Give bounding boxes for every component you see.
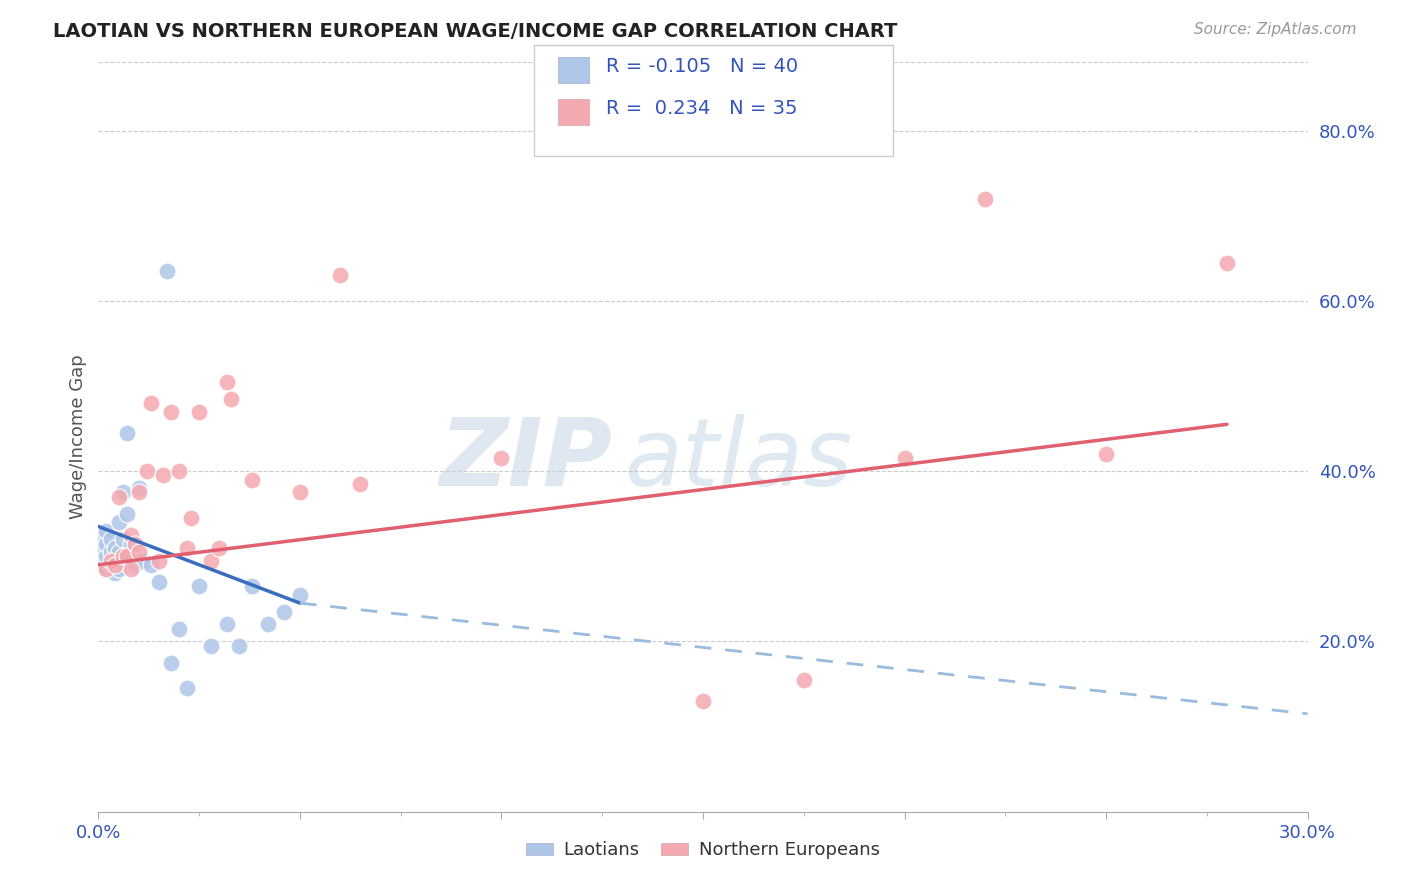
Point [103, 566, 125, 581]
Point [120, 528, 142, 542]
Point [273, 605, 295, 619]
Point [167, 622, 190, 636]
Point [96, 524, 118, 538]
Y-axis label: Wage/Income Gap: Wage/Income Gap [69, 355, 87, 519]
Point [96, 536, 118, 550]
Point [288, 588, 311, 602]
Point [128, 545, 150, 559]
Text: R =  0.234   N = 35: R = 0.234 N = 35 [606, 99, 797, 119]
Point [124, 536, 146, 550]
Point [349, 476, 371, 491]
Point [107, 553, 129, 567]
Point [103, 541, 125, 555]
Point [96, 562, 118, 576]
Point [240, 473, 263, 487]
Point [200, 553, 222, 567]
Point [228, 639, 250, 653]
Point [160, 404, 183, 418]
Point [100, 533, 122, 547]
Point [208, 541, 231, 555]
Text: ZIP: ZIP [440, 414, 613, 506]
Point [491, 451, 513, 466]
Point [974, 192, 997, 206]
Point [120, 536, 142, 550]
Text: Source: ZipAtlas.com: Source: ZipAtlas.com [1194, 22, 1357, 37]
Point [200, 639, 222, 653]
Point [100, 558, 122, 572]
Point [103, 558, 125, 572]
Point [91, 553, 114, 567]
Point [115, 507, 138, 521]
Point [111, 549, 134, 564]
Point [692, 694, 714, 708]
Point [115, 549, 138, 564]
Point [115, 425, 138, 440]
Text: R = -0.105   N = 40: R = -0.105 N = 40 [606, 57, 799, 77]
Point [176, 681, 198, 696]
Point [96, 549, 118, 564]
Point [91, 541, 114, 555]
Point [180, 511, 202, 525]
Point [139, 396, 162, 410]
Point [188, 404, 211, 418]
Point [1216, 255, 1239, 269]
Point [148, 553, 170, 567]
Point [167, 464, 190, 478]
Point [111, 485, 134, 500]
Point [1095, 447, 1118, 461]
Point [188, 579, 211, 593]
Point [240, 579, 263, 593]
Point [221, 392, 243, 406]
Text: LAOTIAN VS NORTHERN EUROPEAN WAGE/INCOME GAP CORRELATION CHART: LAOTIAN VS NORTHERN EUROPEAN WAGE/INCOME… [53, 22, 898, 41]
Point [256, 617, 278, 632]
Point [152, 468, 174, 483]
Point [893, 451, 915, 466]
Legend: Laotians, Northern Europeans: Laotians, Northern Europeans [519, 834, 887, 866]
Point [91, 528, 114, 542]
Point [135, 464, 157, 478]
Point [176, 541, 198, 555]
Point [128, 481, 150, 495]
Point [107, 490, 129, 504]
Point [124, 558, 146, 572]
Point [120, 562, 142, 576]
Point [793, 673, 815, 687]
Point [100, 545, 122, 559]
Point [160, 656, 183, 670]
Point [132, 553, 155, 567]
Point [103, 553, 125, 567]
Point [100, 558, 122, 572]
Point [156, 264, 179, 278]
Point [100, 553, 122, 567]
Point [107, 545, 129, 559]
Point [148, 574, 170, 589]
Point [217, 617, 239, 632]
Point [288, 485, 311, 500]
Point [107, 515, 129, 529]
Point [128, 485, 150, 500]
Point [107, 562, 129, 576]
Text: atlas: atlas [624, 414, 852, 505]
Point [111, 533, 134, 547]
Point [329, 268, 352, 283]
Point [139, 558, 162, 572]
Point [217, 375, 239, 389]
Point [96, 562, 118, 576]
